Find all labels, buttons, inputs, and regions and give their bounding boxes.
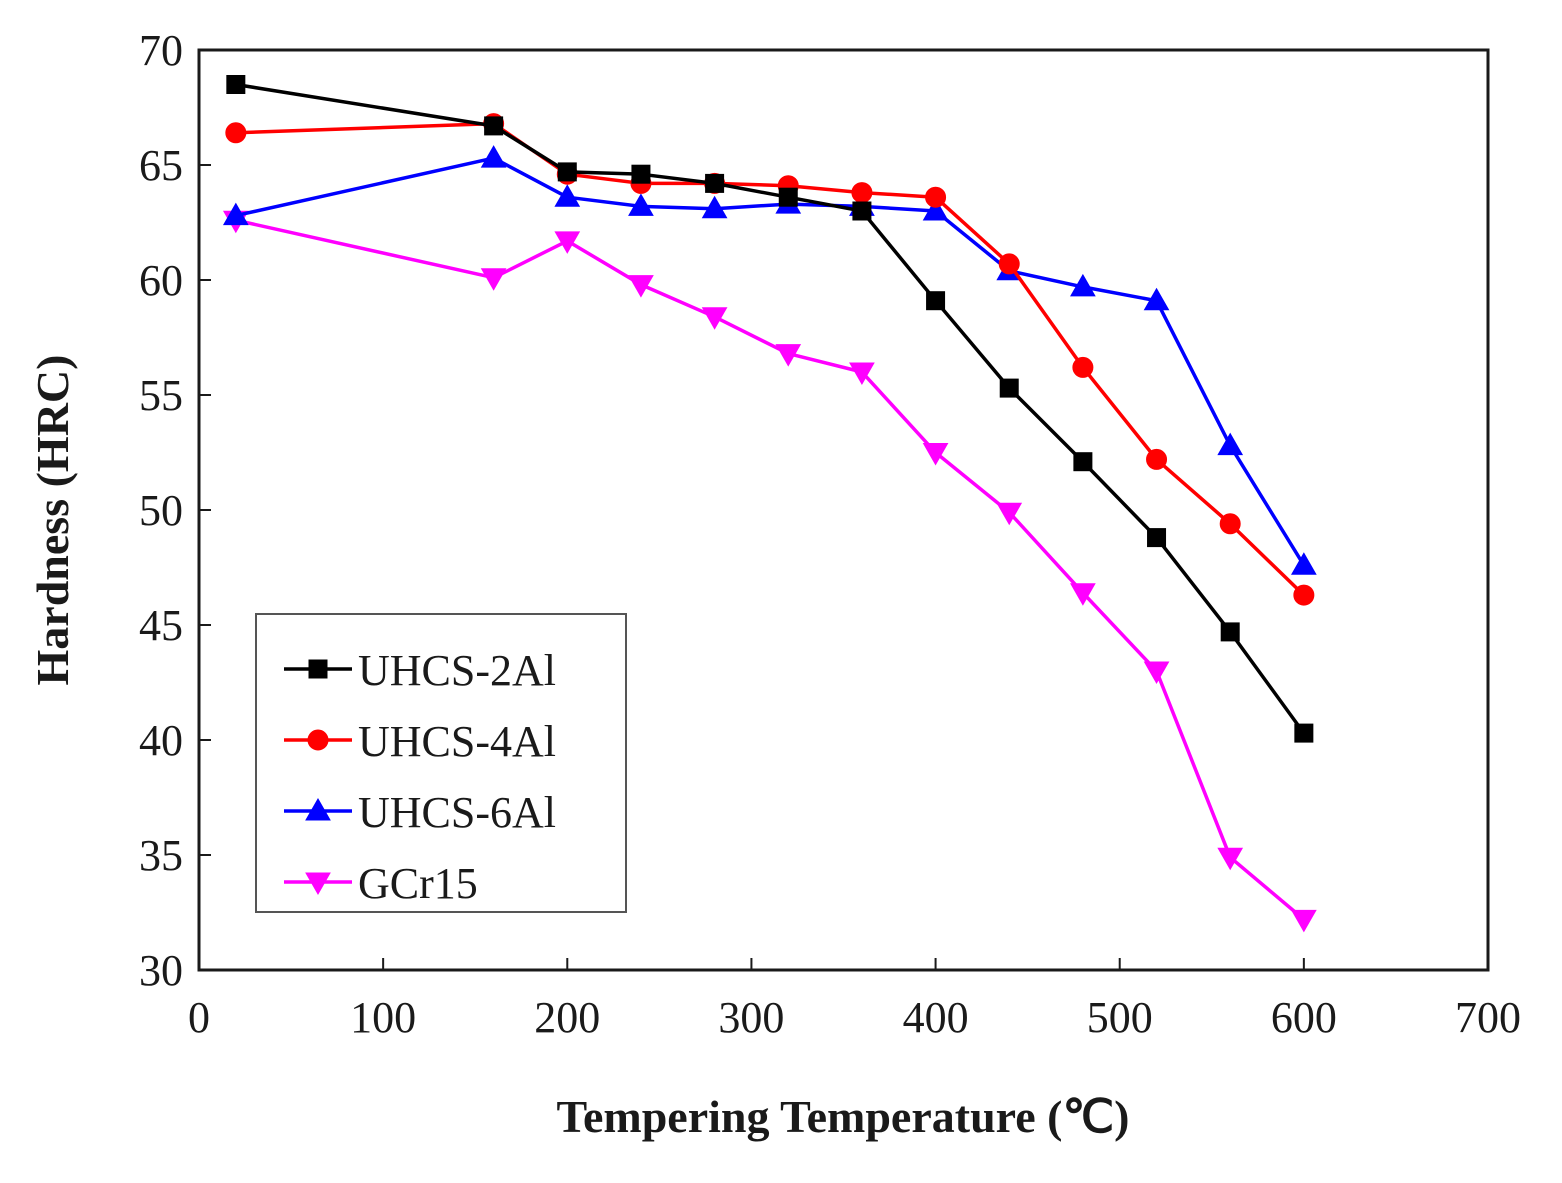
data-point bbox=[996, 502, 1023, 526]
y-tick-label: 65 bbox=[139, 141, 183, 190]
data-point bbox=[998, 253, 1020, 275]
x-axis: 0 100 200 300 400 500 600 700 bbox=[188, 958, 1521, 1042]
data-point bbox=[778, 187, 798, 207]
data-point bbox=[1147, 528, 1167, 548]
data-point bbox=[1219, 513, 1241, 535]
data-point bbox=[222, 202, 249, 226]
legend-label: GCr15 bbox=[358, 859, 478, 908]
legend-label: UHCS-4Al bbox=[358, 717, 556, 766]
x-tick-label: 200 bbox=[534, 993, 600, 1042]
series-uhcs-2al bbox=[226, 75, 1314, 743]
y-axis: 30 35 40 45 50 55 60 65 70 bbox=[139, 26, 211, 995]
y-tick-label: 60 bbox=[139, 256, 183, 305]
legend-marker bbox=[305, 872, 331, 896]
data-point bbox=[484, 116, 504, 136]
legend: UHCS-2Al UHCS-4Al UHCS-6Al GCr15 bbox=[255, 613, 627, 913]
legend-item: UHCS-2Al bbox=[284, 646, 556, 695]
data-point bbox=[1143, 661, 1170, 685]
data-point bbox=[775, 344, 802, 367]
data-point bbox=[926, 291, 946, 311]
series-gcr15 bbox=[222, 210, 1317, 933]
data-point bbox=[554, 184, 581, 207]
x-tick-label: 600 bbox=[1271, 993, 1337, 1042]
data-point bbox=[849, 362, 875, 386]
data-point bbox=[480, 145, 507, 168]
data-point bbox=[557, 162, 577, 182]
data-point bbox=[1146, 448, 1168, 470]
data-point bbox=[554, 231, 581, 254]
data-point bbox=[628, 275, 654, 298]
y-tick-label: 45 bbox=[139, 601, 183, 650]
data-point bbox=[922, 443, 949, 466]
series-layer bbox=[222, 75, 1317, 933]
data-point bbox=[1070, 583, 1096, 606]
data-point bbox=[851, 182, 873, 204]
y-tick-label: 70 bbox=[139, 26, 183, 75]
x-tick-label: 0 bbox=[188, 993, 210, 1042]
data-point bbox=[1217, 432, 1244, 456]
data-point bbox=[480, 268, 507, 291]
y-tick-label: 40 bbox=[139, 716, 183, 765]
data-point bbox=[925, 186, 947, 208]
data-point bbox=[1290, 552, 1317, 575]
y-tick-label: 30 bbox=[139, 946, 183, 995]
x-tick-label: 500 bbox=[1087, 993, 1153, 1042]
data-point bbox=[1143, 287, 1170, 311]
legend-item: UHCS-4Al bbox=[284, 717, 556, 766]
data-point bbox=[705, 173, 725, 193]
y-tick-label: 35 bbox=[139, 831, 183, 880]
data-point bbox=[852, 201, 872, 221]
y-tick-label: 55 bbox=[139, 371, 183, 420]
data-point bbox=[701, 307, 728, 330]
legend-item: UHCS-6Al bbox=[284, 788, 556, 837]
x-tick-label: 300 bbox=[718, 993, 784, 1042]
data-point bbox=[628, 193, 654, 216]
data-point bbox=[1220, 622, 1240, 642]
data-point bbox=[1070, 273, 1096, 297]
series-line bbox=[235, 156, 1306, 567]
data-point bbox=[1072, 356, 1094, 378]
data-point bbox=[1293, 584, 1315, 606]
y-axis-title: Hardness (HRC) bbox=[27, 355, 78, 686]
legend-marker bbox=[305, 797, 331, 821]
data-point bbox=[1290, 909, 1317, 933]
data-point bbox=[999, 378, 1019, 398]
data-point bbox=[631, 164, 651, 184]
data-point bbox=[226, 75, 246, 94]
data-point bbox=[1217, 847, 1244, 871]
x-tick-label: 100 bbox=[350, 993, 416, 1042]
x-tick-label: 700 bbox=[1455, 993, 1521, 1042]
data-point bbox=[1073, 452, 1093, 472]
data-point bbox=[701, 195, 728, 219]
x-tick-label: 400 bbox=[903, 993, 969, 1042]
legend-item: GCr15 bbox=[284, 859, 478, 908]
data-point bbox=[225, 122, 247, 144]
data-point bbox=[922, 197, 949, 221]
y-tick-label: 50 bbox=[139, 486, 183, 535]
series-uhcs-6al bbox=[222, 145, 1317, 575]
legend-marker bbox=[307, 729, 329, 751]
x-axis-title: Tempering Temperature (℃) bbox=[557, 1091, 1130, 1142]
legend-marker bbox=[308, 659, 328, 679]
legend-label: UHCS-6Al bbox=[358, 788, 556, 837]
data-point bbox=[1294, 723, 1314, 743]
legend-label: UHCS-2Al bbox=[358, 646, 556, 695]
